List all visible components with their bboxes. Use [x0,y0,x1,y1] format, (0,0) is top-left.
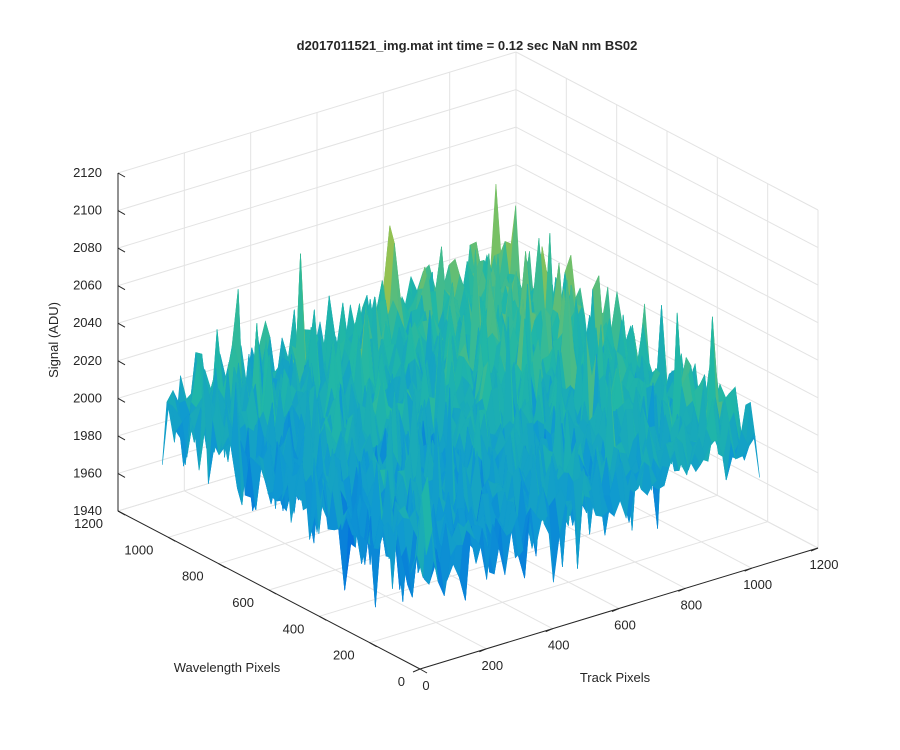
z-tick [117,247,126,253]
grid-line [515,239,819,399]
y-tick [268,589,277,595]
z-tick [117,210,126,215]
z-tick-label: 2120 [73,165,102,180]
z-tick [117,285,126,291]
z-tick-label: 2020 [73,353,102,368]
y-tick [369,642,377,648]
grid-line [117,164,517,287]
z-tick-label: 1940 [73,503,102,518]
y-tick-label: 200 [333,648,355,663]
z-tick [117,435,126,441]
x-tick-label: 600 [614,618,636,633]
y-tick-label: 400 [283,621,305,636]
y-tick-label: 0 [398,674,405,689]
y-tick-label: 800 [182,569,204,584]
y-tick [218,563,226,569]
grid-line [117,201,517,324]
z-tick [117,360,126,366]
z-tick-label: 2060 [73,278,102,293]
grid-line [515,126,819,286]
grid-line [369,521,768,644]
grid-line [117,126,517,249]
grid-line [515,51,819,211]
grid-line [515,201,819,361]
z-tick-label: 1980 [73,428,102,443]
y-tick-label: 1000 [124,542,153,557]
y-tick-label: 1200 [74,516,103,531]
x-tick [412,668,421,673]
z-tick [117,172,126,178]
y-tick [319,615,327,621]
x-tick-label: 1000 [743,577,772,592]
z-tick-label: 1960 [73,465,102,480]
x-axis-label: Track Pixels [580,670,651,685]
grid-line [515,89,819,248]
z-tick-label: 2000 [73,390,102,405]
x-tick-label: 0 [422,678,429,693]
x-tick-label: 400 [548,638,570,653]
grid-line [515,164,819,324]
x-tick-label: 1200 [810,557,839,572]
x-tick-label: 200 [481,658,503,673]
y-tick-label: 600 [232,595,254,610]
z-tick-label: 2080 [73,240,102,255]
y-axis-label: Wavelength Pixels [174,660,281,675]
y-tick [419,668,428,674]
x-tick-label: 800 [680,597,702,612]
z-tick [117,322,126,328]
grid-line [117,89,517,212]
z-tick [117,397,126,403]
z-tick-label: 2100 [73,203,102,218]
z-tick [117,473,126,478]
chart-title: d2017011521_img.mat int time = 0.12 sec … [297,38,638,53]
surface-mesh [162,184,760,608]
z-axis-label: Signal (ADU) [46,302,61,378]
grid-line [117,239,517,362]
y-tick [168,536,176,542]
z-tick-label: 2040 [73,315,102,330]
z-tick [117,510,126,516]
grid-line [117,51,517,174]
